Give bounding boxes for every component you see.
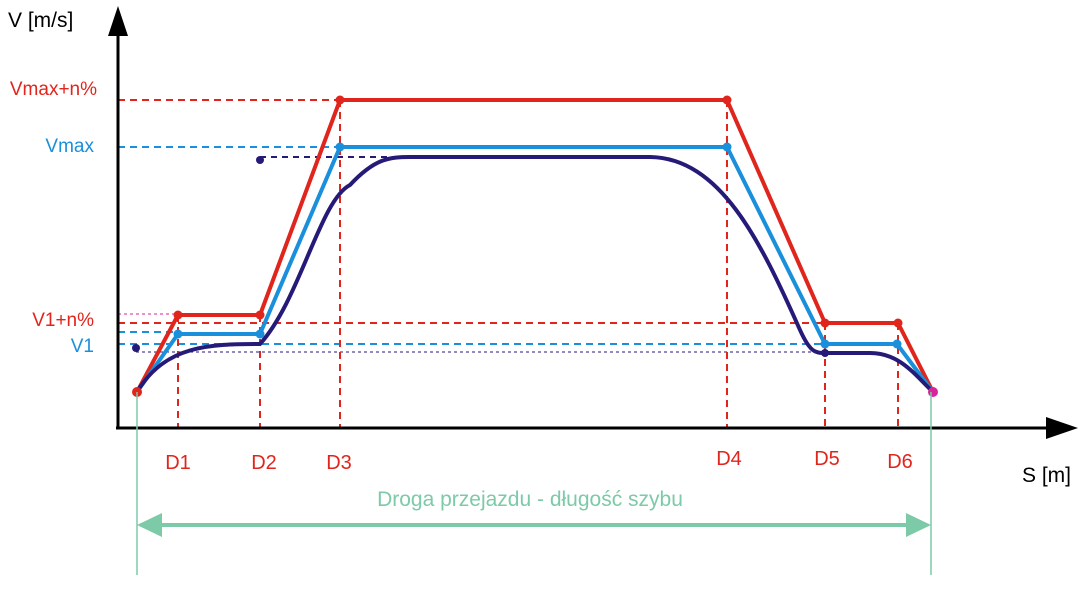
red-point xyxy=(722,95,732,105)
marker-d3: D3 xyxy=(326,452,352,474)
marker-d6: D6 xyxy=(887,451,913,473)
curve-red xyxy=(135,98,935,393)
level-label-v1-n: V1+n% xyxy=(32,310,94,331)
blue-point xyxy=(722,142,732,152)
red-point xyxy=(893,318,903,328)
red-point xyxy=(173,310,183,320)
marker-d1: D1 xyxy=(165,452,191,474)
guide-lines xyxy=(118,99,899,428)
blue-point xyxy=(892,339,902,349)
marker-d2: D2 xyxy=(251,452,277,474)
marker-d5: D5 xyxy=(814,448,840,470)
blue-point xyxy=(335,142,345,152)
y-axis-title: V [m/s] xyxy=(8,9,73,32)
curve-points xyxy=(132,95,938,397)
end-point xyxy=(928,387,938,397)
span-label: Droga przejazdu - długość szybu xyxy=(377,488,683,511)
x-axis-arrow xyxy=(1046,417,1078,439)
blue-point xyxy=(820,339,830,349)
curves xyxy=(135,98,935,394)
x-axis-title: S [m] xyxy=(1022,464,1071,487)
level-label-vmax-n: Vmax+n% xyxy=(10,79,97,100)
axes xyxy=(108,6,1078,439)
blue-point xyxy=(255,329,265,339)
y-axis-arrow xyxy=(108,6,128,36)
span-arrow-left xyxy=(137,513,162,537)
curve-navy xyxy=(135,155,935,394)
navy-point xyxy=(256,156,264,164)
marker-d4: D4 xyxy=(716,448,742,470)
level-label-v1: V1 xyxy=(71,336,94,357)
curve-blue xyxy=(135,145,935,394)
red-point xyxy=(820,318,830,328)
red-point xyxy=(255,310,265,320)
level-label-vmax: Vmax xyxy=(45,136,94,157)
span-arrow-right xyxy=(906,513,931,537)
span-indicator: Droga przejazdu - długość szybu xyxy=(136,392,932,575)
navy-point xyxy=(132,344,140,352)
blue-point xyxy=(173,329,183,339)
red-point xyxy=(335,95,345,105)
navy-point xyxy=(821,349,829,357)
